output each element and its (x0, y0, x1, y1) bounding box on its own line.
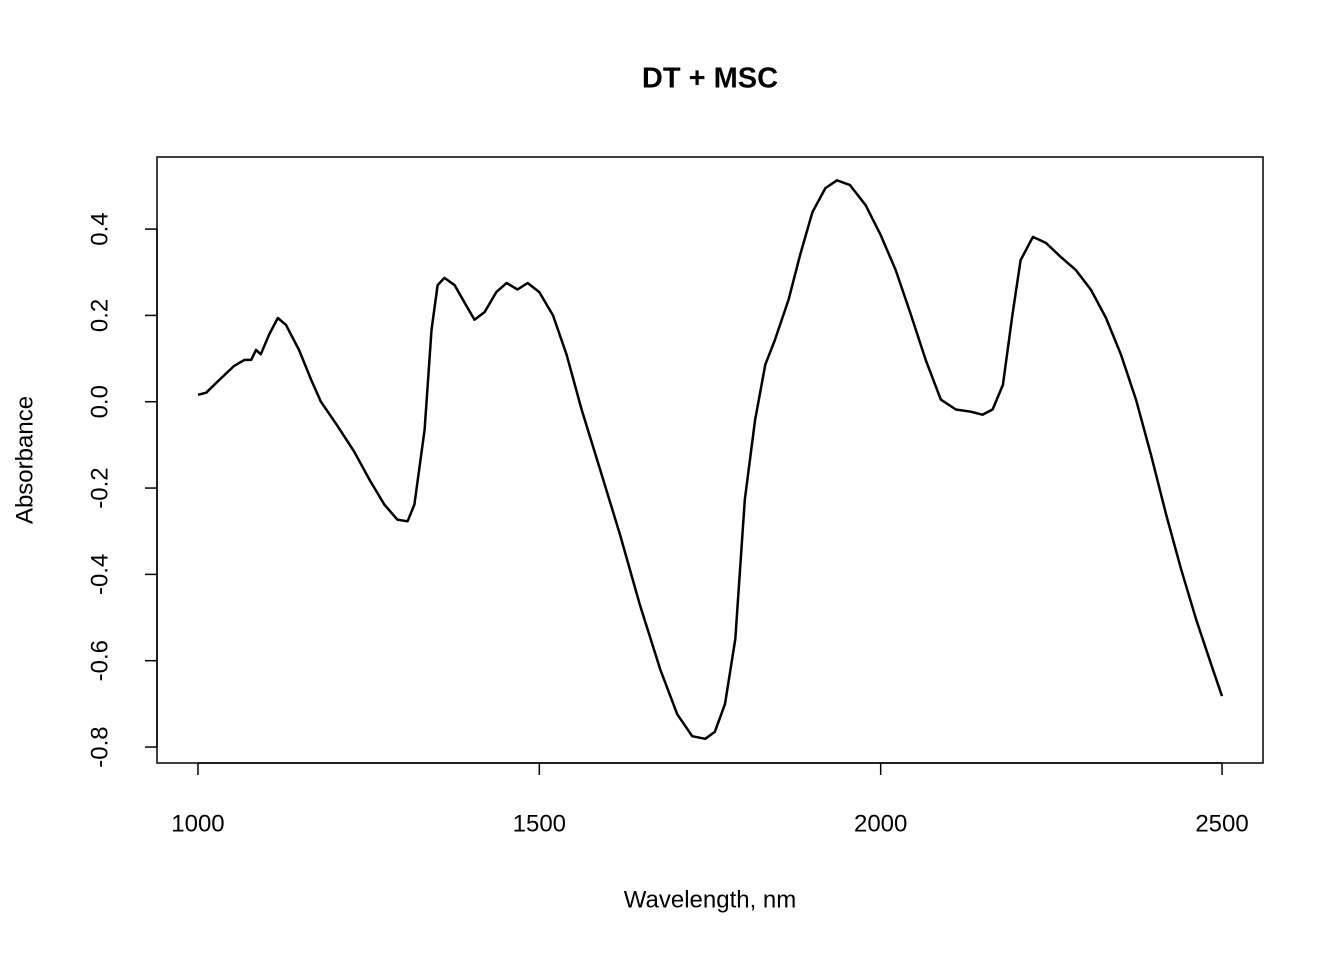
y-axis-title: Absorbance (11, 396, 38, 524)
chart-title: DT + MSC (642, 63, 778, 95)
y-tick-label: 0.0 (86, 385, 113, 418)
y-tick-label: -0.2 (86, 467, 113, 508)
y-tick-label: 0.2 (86, 299, 113, 332)
x-axis-title: Wavelength, nm (624, 886, 797, 913)
x-tick-label: 2000 (854, 810, 907, 837)
x-tick-label: 1000 (171, 810, 224, 837)
x-tick-label: 2500 (1195, 810, 1248, 837)
x-tick-label: 1500 (513, 810, 566, 837)
data-line (197, 179, 1224, 741)
plot-frame (156, 156, 1264, 764)
y-tick-label: -0.4 (86, 554, 113, 595)
y-tick-label: -0.6 (86, 640, 113, 681)
y-tick-label: -0.8 (86, 726, 113, 767)
y-tick-label: 0.4 (86, 212, 113, 245)
